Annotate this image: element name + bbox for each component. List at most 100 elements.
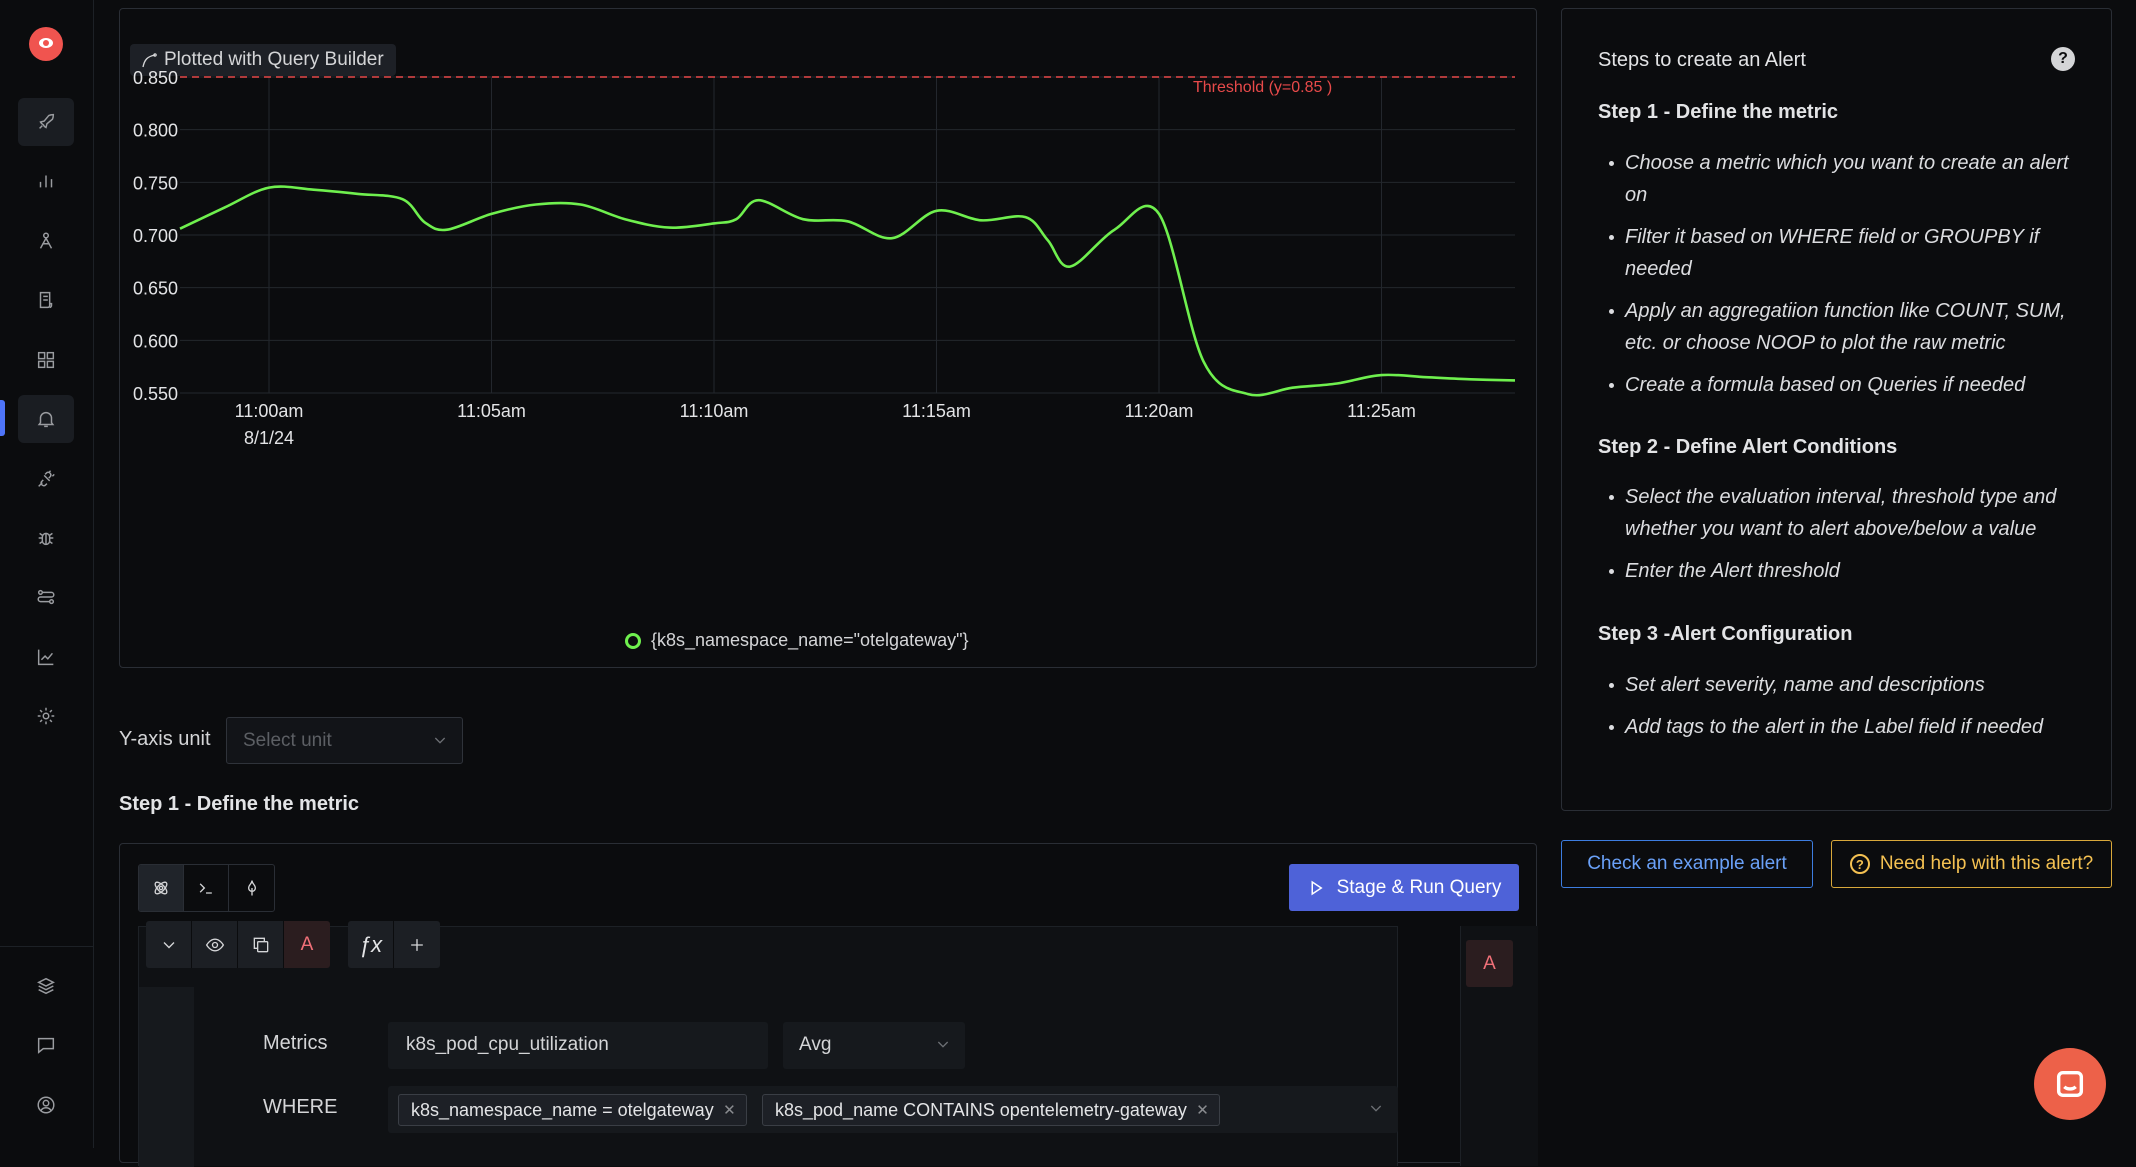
legend-series-label: {k8s_namespace_name="otelgateway"} [651,630,969,650]
step2-heading: Step 2 - Define Alert Conditions [1598,436,1898,458]
close-icon[interactable]: ✕ [723,1102,736,1119]
stage-run-query-button[interactable]: Stage & Run Query [1289,864,1519,911]
x-tick-label: 11:25am [1347,401,1416,421]
toggle-visibility-button[interactable] [192,921,238,968]
bug-icon[interactable] [18,514,74,562]
dashboard-grid-icon[interactable] [18,336,74,384]
query-builder-panel: Stage & Run Query A A ƒx Metrics k8s_pod… [119,843,1538,1167]
filter-chip[interactable]: k8s_pod_name CONTAINS opentelemetry-gate… [762,1094,1220,1126]
filter-chip[interactable]: k8s_namespace_name = otelgateway ✕ [398,1094,747,1126]
y-tick-label: 0.650 [133,279,178,299]
step3-heading: Step 3 -Alert Configuration [1598,623,1853,645]
query-actions-group: A [146,921,330,968]
chart-panel: Plotted with Query Builder 0.850 0.800 0.7… [119,8,1537,668]
eye-icon [205,937,224,952]
need-help-button[interactable]: ? Need help with this alert? [1831,840,2112,888]
usage-chart-icon[interactable] [18,633,74,681]
pipelines-icon[interactable] [18,573,74,621]
query-builder-icon [142,53,157,68]
query-gutter [139,987,194,1167]
list-item: Set alert severity, name and description… [1598,669,2088,701]
play-icon [1311,880,1323,895]
step1-list: Choose a metric which you want to create… [1598,147,2088,411]
terminal-icon [199,883,212,894]
y-axis-unit-label: Y-axis unit [119,728,211,750]
support-chat-button[interactable] [2034,1048,2106,1120]
sidebar [0,0,94,1148]
copy-icon [253,937,268,952]
atom-icon [154,881,168,895]
tab-clickhouse-query[interactable] [184,865,229,911]
query-name-badge[interactable]: A [284,921,330,968]
add-formula-button[interactable]: ƒx [348,921,394,968]
query-toolbar: A ƒx [146,921,458,968]
x-tick-label: 11:05am [457,401,526,421]
y-tick-label: 0.550 [133,384,178,404]
traces-icon[interactable] [18,217,74,265]
x-tick-sublabel: 8/1/24 [244,428,294,448]
close-icon[interactable]: ✕ [1196,1102,1209,1119]
list-item: Add tags to the alert in the Label field… [1598,711,2088,743]
aggregation-select[interactable]: Avg [783,1022,965,1069]
bar-chart-icon[interactable] [18,157,74,205]
add-query-button[interactable] [394,921,440,968]
flame-icon [247,880,256,896]
tab-query-builder[interactable] [139,865,184,911]
user-avatar-icon[interactable] [18,1081,74,1129]
where-filter-input[interactable]: k8s_namespace_name = otelgateway ✕ k8s_p… [388,1086,1398,1133]
chevron-down-icon [937,1041,949,1048]
settings-gear-icon[interactable] [18,692,74,740]
metric-line-chart[interactable]: 0.850 0.800 0.750 0.700 0.650 0.600 0.550 11:00… [120,9,1538,609]
signoz-logo-icon[interactable] [29,27,63,61]
clone-query-button[interactable] [238,921,284,968]
chevron-down-icon [434,737,446,744]
need-help-label: Need help with this alert? [1879,853,2094,874]
chat-icon[interactable] [18,1021,74,1069]
run-button-label: Stage & Run Query [1336,876,1502,898]
list-item: Enter the Alert threshold [1598,555,2088,587]
legend-series-marker [625,632,641,649]
collapse-query-button[interactable] [146,921,192,968]
list-item: Choose a metric which you want to create… [1598,147,2088,211]
formula-actions-group: ƒx [348,921,440,968]
integrations-plug-icon[interactable] [18,455,74,503]
y-axis-unit-placeholder: Select unit [243,730,332,751]
query-letter-badge[interactable]: A [1466,940,1513,987]
y-tick-label: 0.800 [133,121,178,141]
step1-section-title: Step 1 - Define the metric [119,793,360,815]
filter-chip-label: k8s_namespace_name = otelgateway [411,1099,714,1120]
where-label: WHERE [263,1096,338,1118]
question-circle-icon: ? [1849,854,1870,874]
sidebar-divider [0,946,94,947]
y-tick-label: 0.700 [133,226,178,246]
layers-icon[interactable] [18,962,74,1010]
check-example-alert-button[interactable]: Check an example alert [1561,840,1813,888]
alert-bell-icon[interactable] [18,395,74,443]
list-item: Filter it based on WHERE field or GROUPB… [1598,221,2088,285]
threshold-label: Threshold (y=0.85 ) [1193,79,1332,96]
steps-panel-title: Steps to create an Alert [1598,49,1806,71]
y-axis-unit-select[interactable]: Select unit [226,717,463,764]
step3-list: Set alert severity, name and description… [1598,669,2088,753]
filter-chip-label: k8s_pod_name CONTAINS opentelemetry-gate… [775,1099,1187,1120]
plotted-prefix: Plotted with [164,49,263,70]
step2-list: Select the evaluation interval, threshol… [1598,481,2088,597]
alert-steps-panel: Steps to create an Alert ? Step 1 - Defi… [1561,8,2112,811]
query-mode-tabs [138,864,275,912]
y-tick-label: 0.850 [133,68,178,88]
active-nav-indicator [0,400,5,436]
x-tick-label: 11:10am [680,401,749,421]
chevron-down-icon [1370,1105,1382,1112]
plotted-with-tag: Plotted with Query Builder [130,44,396,76]
chart-legend[interactable]: {k8s_namespace_name="otelgateway"} [625,630,969,651]
list-item: Apply an aggregatiion function like COUN… [1598,295,2088,359]
logs-icon[interactable] [18,276,74,324]
aggregation-value: Avg [799,1034,832,1055]
plotted-source: Query Builder [267,49,384,70]
question-help-icon[interactable]: ? [2051,47,2075,71]
rocket-icon[interactable] [18,98,74,146]
tab-promql[interactable] [229,865,274,911]
metrics-label: Metrics [263,1032,328,1054]
metric-name-input[interactable]: k8s_pod_cpu_utilization [388,1022,768,1069]
x-tick-label: 11:15am [902,401,971,421]
